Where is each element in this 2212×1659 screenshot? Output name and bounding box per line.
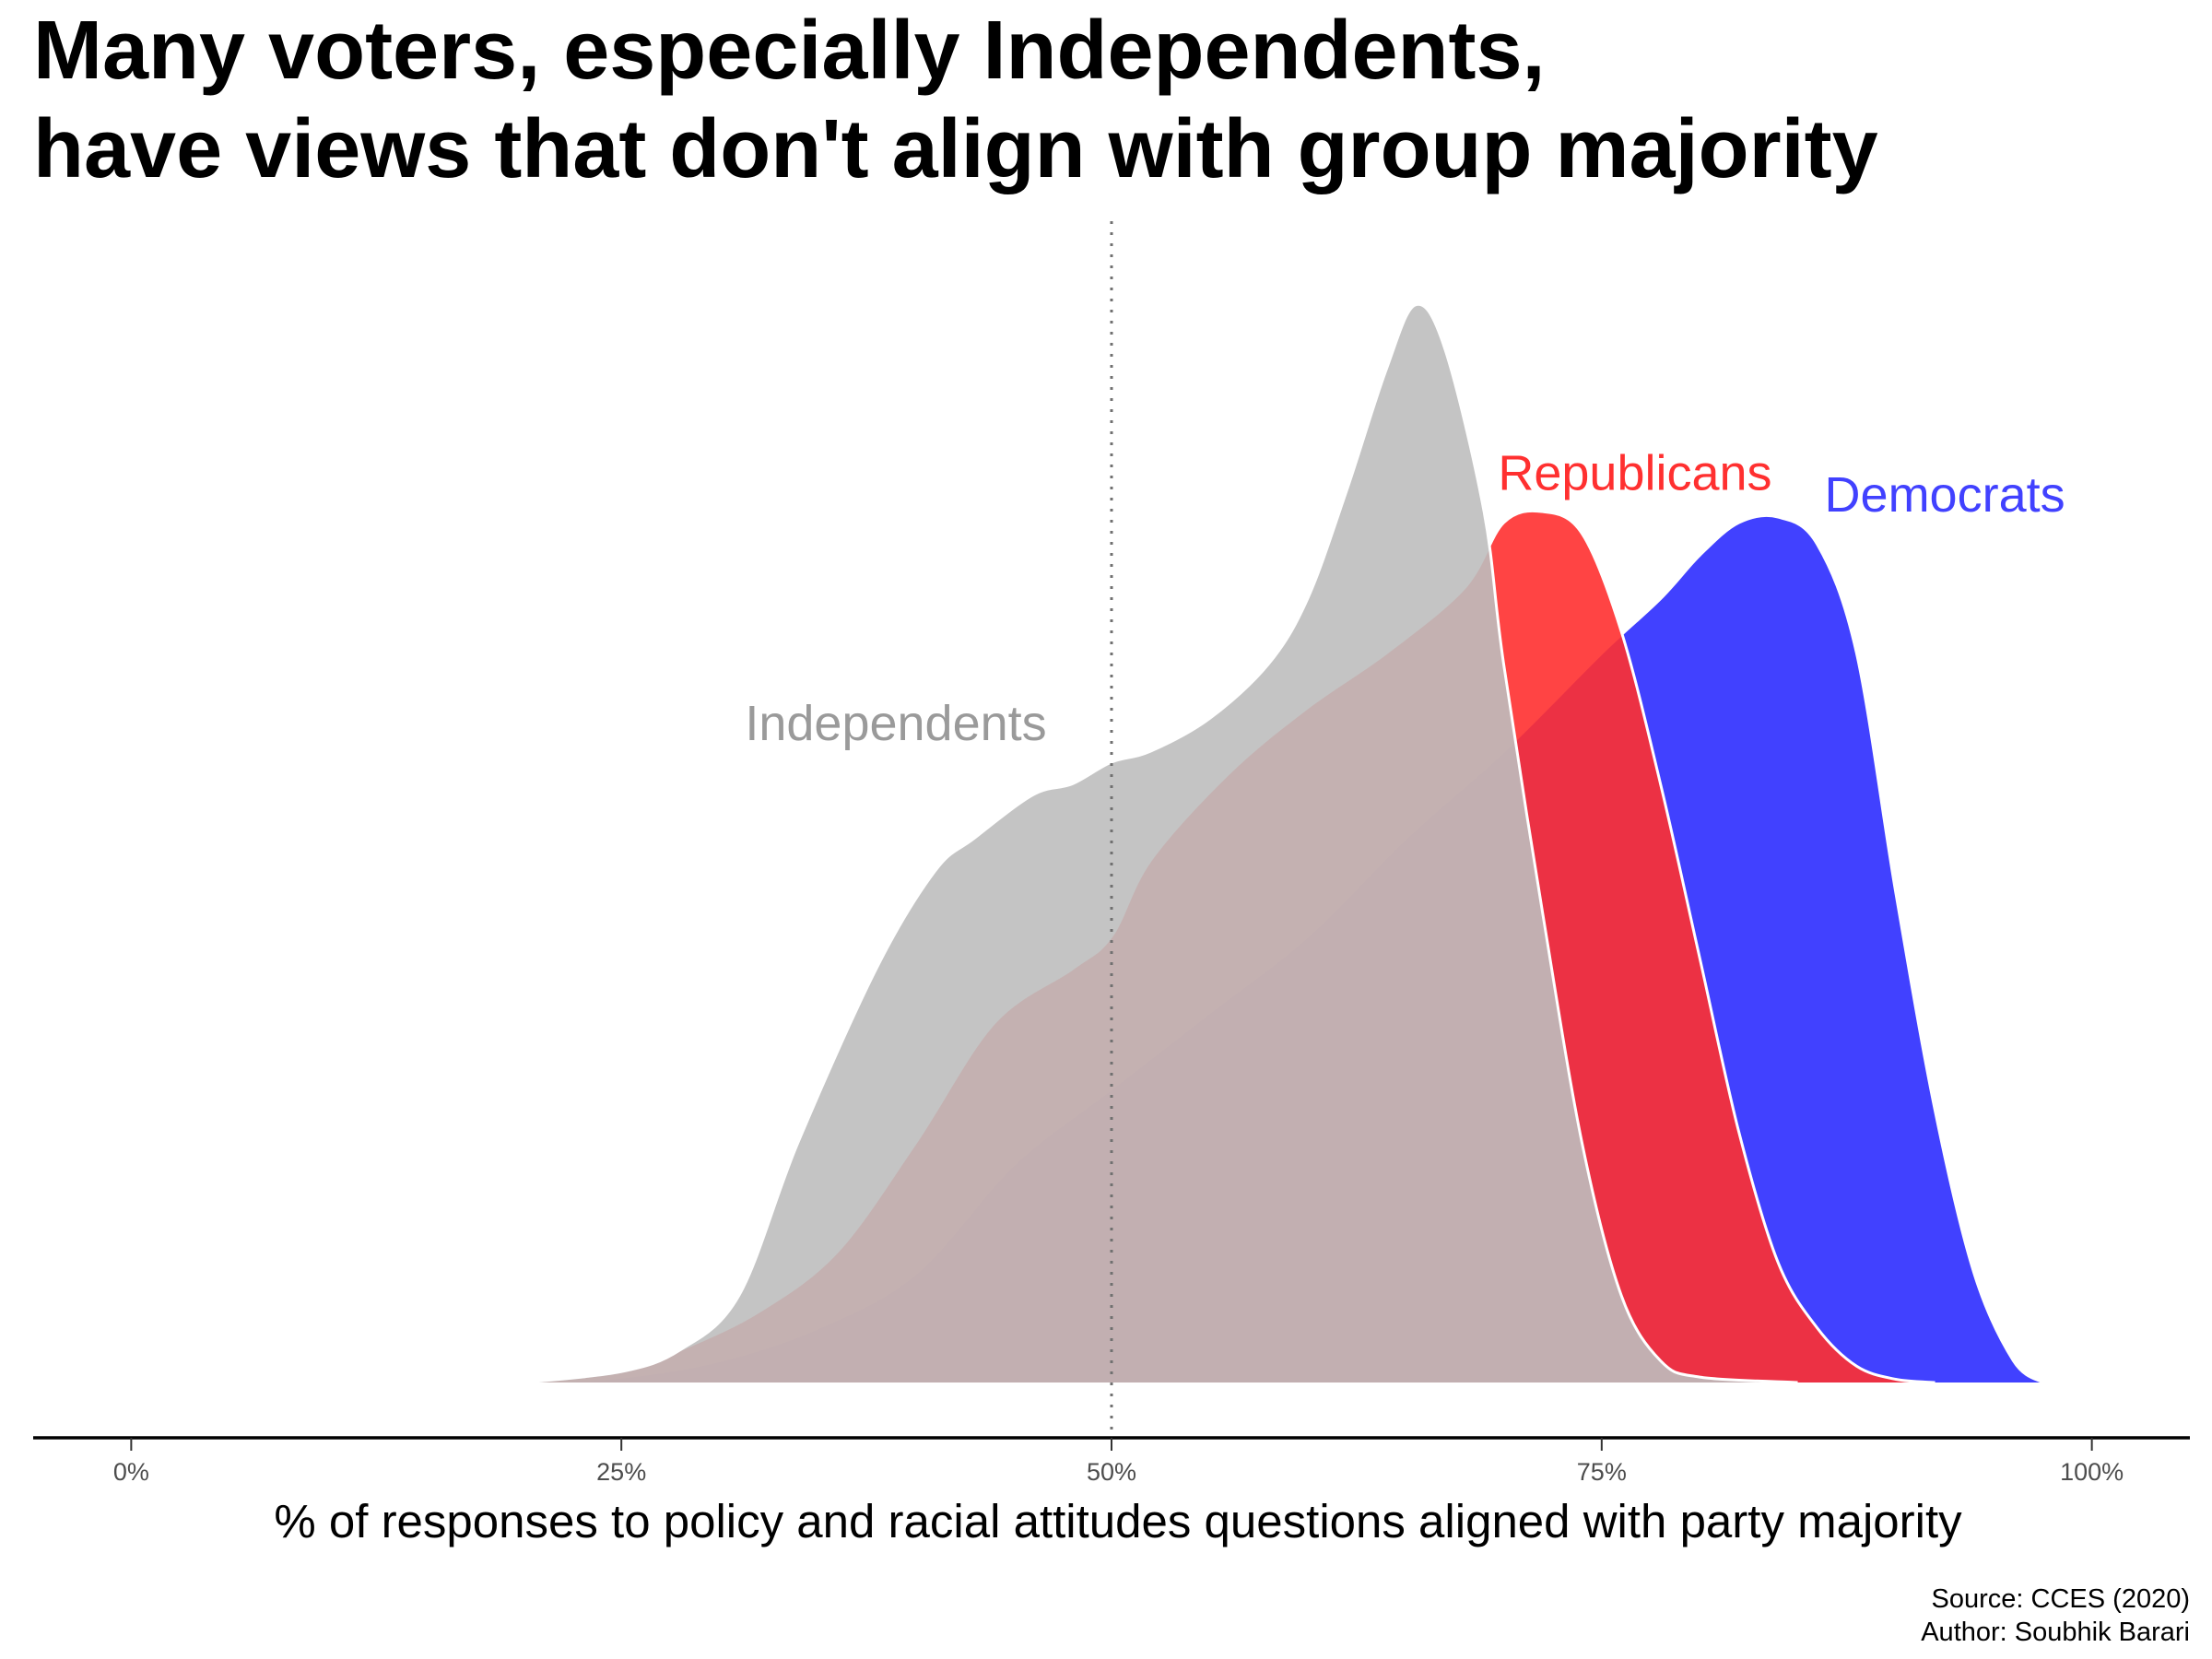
x-tick-label: 0% [113, 1458, 149, 1486]
x-tick-label: 75% [1577, 1458, 1627, 1486]
series-label-independents: Independents [745, 696, 1046, 751]
series-label-democrats: Democrats [1825, 467, 2065, 523]
series-label-republicans: Republicans [1498, 446, 1771, 501]
x-tick-label: 25% [596, 1458, 646, 1486]
x-axis-ticks: 0% 25% 50% 75% 100% [113, 1438, 2124, 1486]
density-area-independents [523, 304, 1798, 1382]
chart-title-line-2: have views that don't align with group m… [33, 103, 1878, 195]
source-caption: Source: CCES (2020) [1932, 1584, 2190, 1614]
x-axis-label: % of responses to policy and racial atti… [274, 1495, 1962, 1547]
author-caption: Author: Soubhik Barari [1921, 1618, 2190, 1647]
x-tick-label: 50% [1087, 1458, 1136, 1486]
x-tick-label: 100% [2060, 1458, 2124, 1486]
density-outline-independents [523, 302, 1798, 1384]
chart-title-line-1: Many voters, especially Independents, [33, 5, 1546, 97]
series-layer: Democrats Republicans Independents [523, 302, 2065, 1384]
